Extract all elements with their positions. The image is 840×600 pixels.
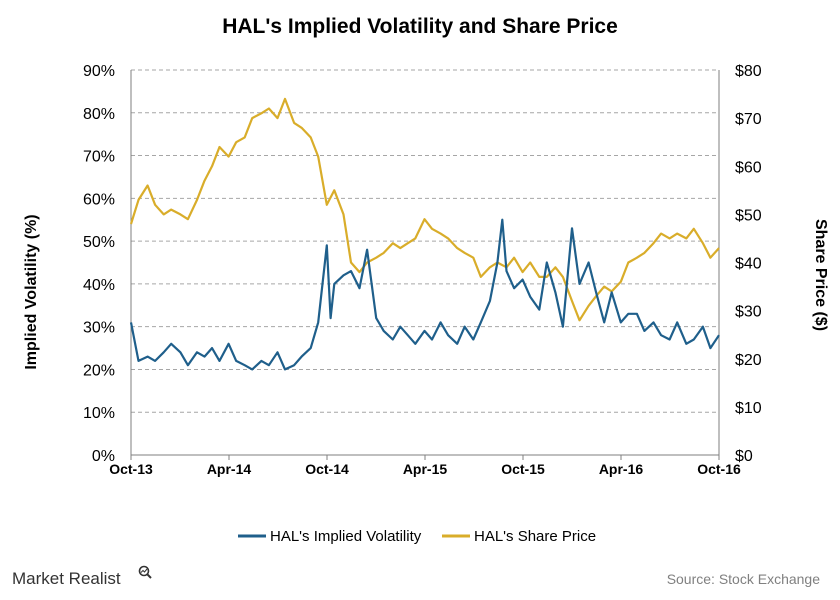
y2-tick-label: $70	[735, 111, 762, 128]
y2-tick-label: $50	[735, 207, 762, 224]
left-axis-title: Implied Volatility (%)	[23, 214, 40, 369]
y2-tick-label: $60	[735, 159, 762, 176]
grid-lines	[130, 69, 720, 456]
x-tick-label: Oct-15	[501, 461, 545, 477]
y-tick-label: 60%	[83, 191, 115, 208]
series-line-price	[129, 97, 720, 322]
right-axis-title: Share Price ($)	[812, 219, 829, 331]
x-axis: Oct-13 Apr-14 Oct-14 Apr-15 Oct-15 Apr-16 Oct-…	[109, 455, 741, 477]
chart-title: HAL's Implied Volatility and Share Price	[222, 15, 618, 38]
right-y-axis: $0 $10 $20 $30 $40 $50 $60 $70 $80	[735, 63, 762, 465]
y-tick-label: 80%	[83, 106, 115, 123]
y-tick-label: 30%	[83, 320, 115, 337]
left-y-axis: 0% 10% 20% 30% 40% 50% 60% 70% 80% 90%	[83, 63, 115, 465]
source-note: Source: Stock Exchange	[667, 571, 821, 587]
y-tick-label: 0%	[92, 448, 115, 465]
x-tick-label: Apr-16	[599, 461, 644, 477]
y-tick-label: 10%	[83, 405, 115, 422]
y2-tick-label: $80	[735, 63, 762, 80]
y2-tick-label: $20	[735, 352, 762, 369]
legend-label-price: HAL's Share Price	[474, 528, 596, 545]
legend: HAL's Implied Volatility HAL's Share Pri…	[238, 528, 596, 545]
legend-label-volatility: HAL's Implied Volatility	[270, 528, 422, 545]
x-tick-label: Apr-15	[403, 461, 448, 477]
x-tick-label: Oct-16	[697, 461, 741, 477]
y-tick-label: 20%	[83, 362, 115, 379]
y-tick-label: 70%	[83, 149, 115, 166]
magnifier-chart-icon	[138, 565, 152, 579]
y-tick-label: 90%	[83, 63, 115, 80]
y2-tick-label: $40	[735, 256, 762, 273]
y-tick-label: 50%	[83, 234, 115, 251]
brand-logo: Market Realist	[12, 565, 152, 588]
x-tick-label: Apr-14	[207, 461, 252, 477]
y2-tick-label: $10	[735, 400, 762, 417]
y2-tick-label: $30	[735, 304, 762, 321]
brand-name: Market Realist	[12, 569, 121, 588]
series-line-volatility	[129, 218, 720, 371]
series-layer	[129, 97, 720, 371]
x-tick-label: Oct-13	[109, 461, 153, 477]
y2-tick-label: $0	[735, 448, 753, 465]
x-tick-label: Oct-14	[305, 461, 349, 477]
y-tick-label: 40%	[83, 277, 115, 294]
